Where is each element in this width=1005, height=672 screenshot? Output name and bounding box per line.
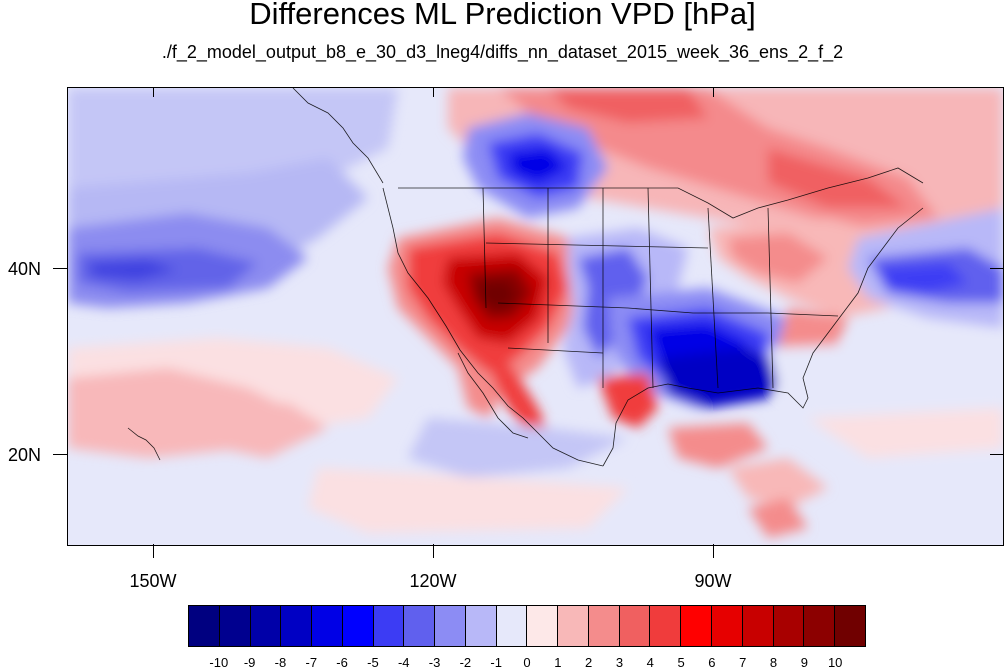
lat-major-tick-right <box>990 454 1004 455</box>
colorbar-swatch <box>281 606 313 646</box>
colorbar-label: 6 <box>708 655 716 670</box>
colorbar-label: -8 <box>274 655 287 670</box>
colorbar-label: 3 <box>615 655 624 670</box>
lon-major-tick-top <box>153 87 154 97</box>
colorbar-swatch <box>558 606 589 646</box>
lon-tick-label: 150W <box>129 571 177 591</box>
lat-tick-label: 40N <box>8 259 42 279</box>
colorbar-swatch <box>189 606 220 646</box>
colorbar-swatch <box>742 606 774 646</box>
colorbar-swatch <box>219 606 251 646</box>
colorbar-label: 5 <box>677 655 685 670</box>
colorbar-swatch <box>588 606 620 646</box>
lon-major-tick <box>433 544 434 558</box>
lat-major-tick <box>53 268 67 269</box>
colorbar-label: -2 <box>459 655 472 670</box>
colorbar-swatch <box>465 606 497 646</box>
lat-major-tick-right <box>990 268 1004 269</box>
colorbar-swatch <box>712 606 743 646</box>
colorbar-swatch <box>435 606 466 646</box>
colorbar-label: 10 <box>827 655 843 670</box>
colorbar-label: 7 <box>739 655 747 670</box>
colorbar-label: 9 <box>800 655 808 670</box>
colorbar-label: -4 <box>397 655 410 670</box>
colorbar-swatch <box>404 606 436 646</box>
colorbar-label: 8 <box>769 655 778 670</box>
lon-tick-label: 90W <box>694 571 732 591</box>
colorbar-swatch <box>835 606 865 646</box>
colorbar-swatch <box>373 606 405 646</box>
vpd-difference-map <box>68 88 1003 545</box>
map-title: Differences ML Prediction VPD [hPa] <box>249 0 756 31</box>
colorbar-label: 4 <box>646 655 654 670</box>
colorbar-label: 0 <box>523 655 531 670</box>
colorbar-label: -7 <box>305 655 318 670</box>
colorbar-label: -1 <box>490 655 502 670</box>
colorbar-label: -6 <box>336 655 348 670</box>
lon-major-tick-top <box>713 87 714 97</box>
colorbar-swatch <box>250 606 282 646</box>
colorbar-label: -10 <box>209 655 229 670</box>
lon-major-tick-top <box>433 87 434 97</box>
lat-tick-label: 20N <box>8 445 42 465</box>
colorbar <box>188 605 866 647</box>
colorbar-label: 1 <box>554 655 562 670</box>
coastlines-and-borders <box>127 88 924 467</box>
colorbar-label: -9 <box>243 655 256 670</box>
lat-major-tick <box>53 454 67 455</box>
colorbar-swatch <box>527 606 559 646</box>
contour-fill <box>68 88 1003 538</box>
colorbar-swatch <box>342 606 374 646</box>
map-panel <box>67 87 1004 546</box>
colorbar-swatch <box>804 606 836 646</box>
colorbar-swatch <box>650 606 682 646</box>
colorbar-swatch <box>312 606 343 646</box>
colorbar-swatch <box>773 606 805 646</box>
colorbar-swatch <box>496 606 528 646</box>
lon-major-tick <box>713 544 714 558</box>
colorbar-swatch <box>619 606 651 646</box>
map-subtitle: ./f_2_model_output_b8_e_30_d3_lneg4/diff… <box>161 42 844 62</box>
lon-major-tick <box>153 544 154 558</box>
colorbar-label: -5 <box>367 655 379 670</box>
colorbar-label: 2 <box>585 655 593 670</box>
colorbar-label: -3 <box>428 655 441 670</box>
colorbar-swatch <box>681 606 713 646</box>
lon-tick-label: 120W <box>409 571 457 591</box>
